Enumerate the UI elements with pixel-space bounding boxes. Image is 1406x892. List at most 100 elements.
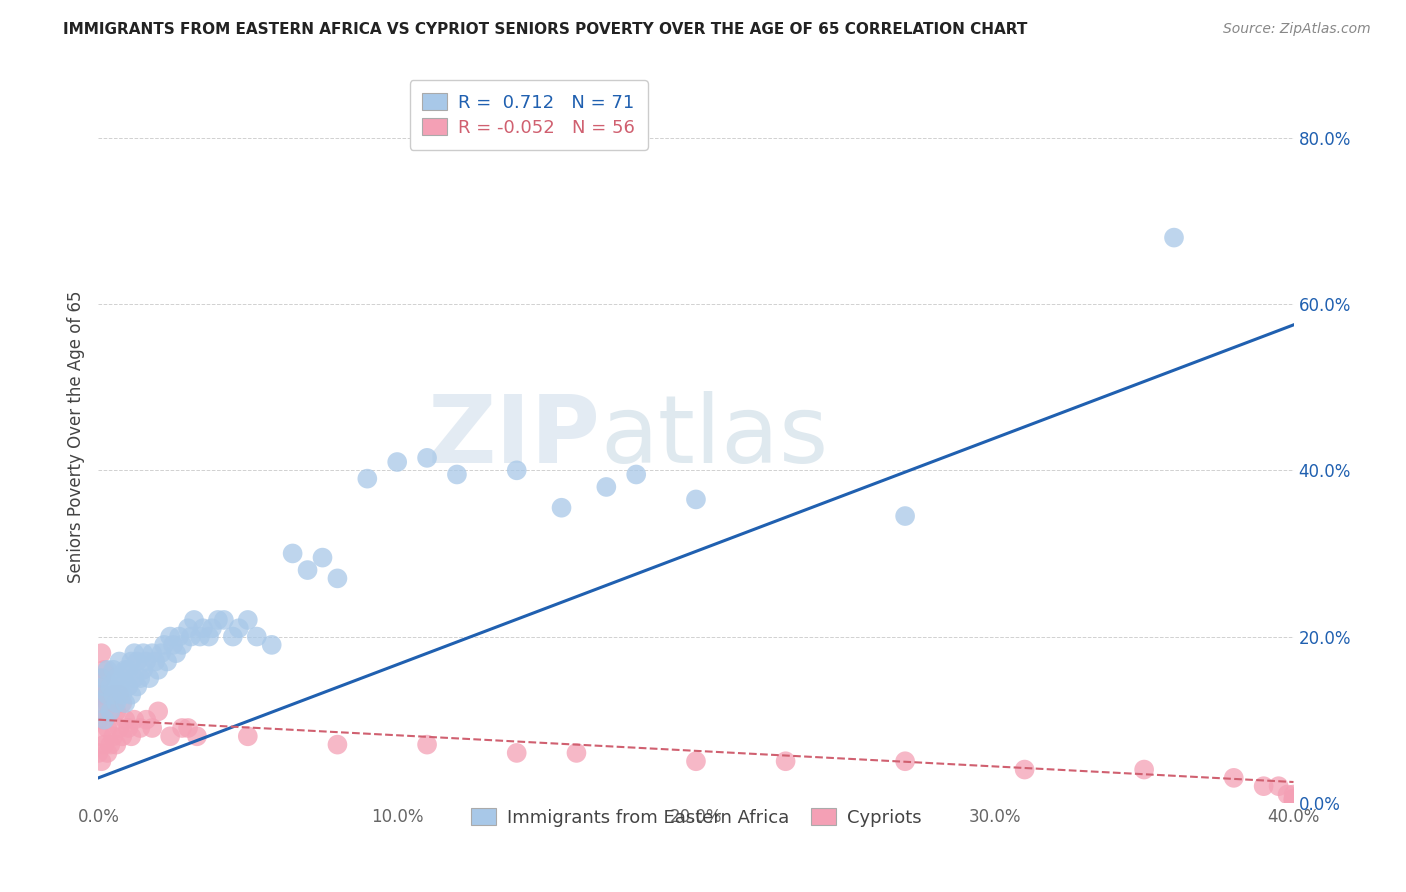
Legend: Immigrants from Eastern Africa, Cypriots: Immigrants from Eastern Africa, Cypriots [460, 797, 932, 838]
Point [1282, 794, 1305, 808]
Point [129, 671, 152, 685]
Point [1163, 230, 1185, 244]
Point [1282, 791, 1305, 805]
Point [108, 655, 131, 669]
Point [281, 546, 304, 560]
Point [111, 671, 134, 685]
Point [141, 646, 163, 660]
Point [103, 688, 125, 702]
Point [183, 613, 205, 627]
Point [127, 680, 149, 694]
Point [1223, 771, 1246, 785]
Point [90, 671, 112, 685]
Point [105, 671, 128, 685]
Point [87, 713, 110, 727]
Point [446, 467, 468, 482]
Point [93, 713, 115, 727]
Point [201, 621, 224, 635]
Point [212, 613, 235, 627]
Point [114, 713, 136, 727]
Y-axis label: Seniors Poverty Over the Age of 65: Seniors Poverty Over the Age of 65 [66, 291, 84, 583]
Point [98, 705, 122, 719]
Point [326, 738, 349, 752]
Point [297, 563, 319, 577]
Point [416, 738, 439, 752]
Point [626, 467, 648, 482]
Point [159, 630, 181, 644]
Point [191, 621, 214, 635]
Point [114, 663, 136, 677]
Point [1267, 779, 1289, 793]
Point [894, 509, 917, 524]
Point [93, 713, 115, 727]
Point [90, 696, 112, 710]
Point [124, 671, 146, 685]
Point [159, 729, 181, 743]
Point [186, 729, 208, 743]
Point [167, 630, 190, 644]
Point [1253, 779, 1275, 793]
Point [416, 450, 439, 465]
Point [260, 638, 283, 652]
Point [108, 721, 131, 735]
Point [111, 729, 134, 743]
Point [120, 688, 142, 702]
Point [236, 729, 259, 743]
Point [90, 729, 112, 743]
Point [1133, 763, 1156, 777]
Point [150, 646, 173, 660]
Text: atlas: atlas [600, 391, 828, 483]
Point [98, 705, 122, 719]
Point [236, 613, 259, 627]
Point [595, 480, 617, 494]
Point [246, 630, 269, 644]
Point [506, 746, 529, 760]
Point [172, 721, 194, 735]
Point [120, 655, 142, 669]
Point [156, 655, 179, 669]
Point [103, 729, 125, 743]
Point [117, 663, 139, 677]
Point [96, 696, 118, 710]
Point [565, 746, 588, 760]
Point [129, 721, 152, 735]
Point [108, 688, 131, 702]
Point [103, 688, 125, 702]
Point [120, 729, 142, 743]
Point [111, 688, 134, 702]
Point [93, 663, 115, 677]
Point [93, 688, 115, 702]
Point [90, 671, 112, 685]
Point [117, 721, 139, 735]
Point [103, 663, 125, 677]
Point [96, 721, 118, 735]
Point [207, 613, 229, 627]
Text: Source: ZipAtlas.com: Source: ZipAtlas.com [1223, 22, 1371, 37]
Point [141, 721, 163, 735]
Point [138, 671, 160, 685]
Point [87, 688, 110, 702]
Point [124, 646, 146, 660]
Point [1282, 791, 1305, 805]
Point [132, 663, 155, 677]
Point [153, 638, 176, 652]
Point [198, 630, 221, 644]
Point [685, 492, 707, 507]
Point [188, 630, 211, 644]
Point [98, 738, 122, 752]
Point [96, 746, 118, 760]
Point [222, 630, 245, 644]
Point [96, 688, 118, 702]
Point [1277, 788, 1299, 802]
Point [550, 500, 572, 515]
Point [311, 550, 333, 565]
Point [894, 754, 917, 768]
Point [105, 738, 128, 752]
Point [326, 571, 349, 585]
Point [685, 754, 707, 768]
Point [506, 463, 529, 477]
Point [135, 713, 157, 727]
Point [775, 754, 797, 768]
Point [90, 754, 112, 768]
Point [93, 738, 115, 752]
